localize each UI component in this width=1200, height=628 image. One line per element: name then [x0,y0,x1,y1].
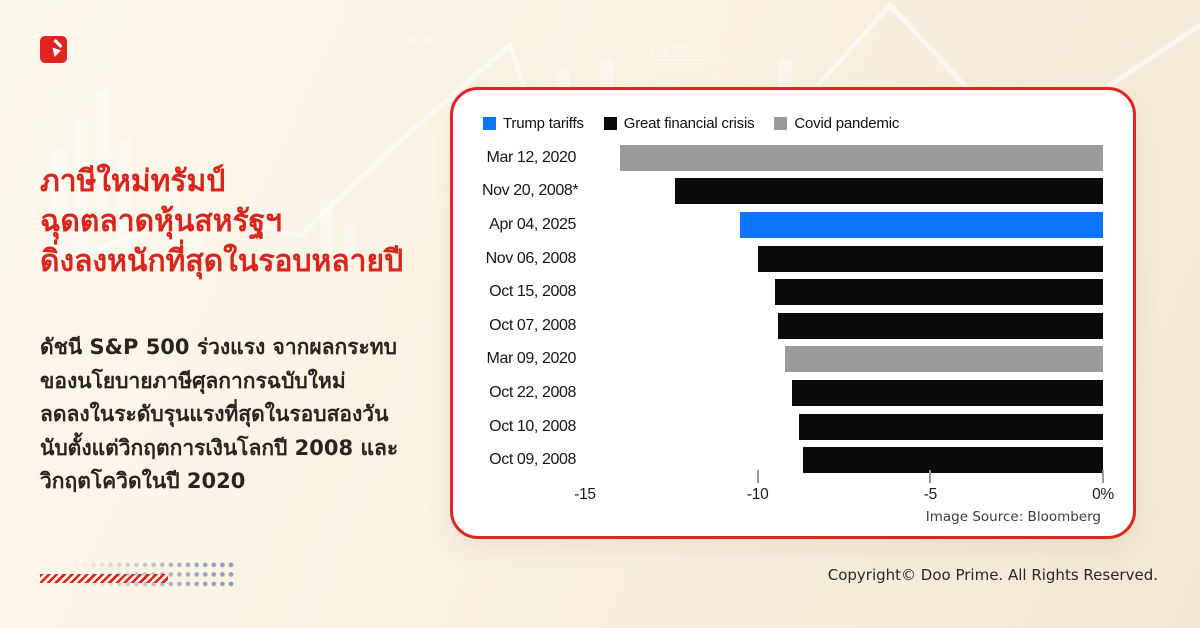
description-line: ดัชนี S&P 500 ร่วงแรง จากผลกระทบ [40,335,397,359]
bar-track [585,245,1103,272]
axis-tick-label: 0% [1092,486,1114,503]
page-title: ภาษีใหม่ทรัมป์ ฉุดตลาดหุ้นสหรัฐฯ ดิ่งลงห… [40,162,440,282]
chart-x-axis: -15 -10 -5 0% [574,470,1114,507]
bar-covid [785,346,1103,373]
axis-tick [756,470,759,483]
chart-row: Mar 09, 2020 [482,343,1103,377]
headline-line: ดิ่งลงหนักที่สุดในรอบหลายปี [40,244,404,279]
bar-gfc [774,279,1103,306]
axis-tick-label: -15 [574,486,596,503]
bar-gfc [799,413,1103,440]
legend-label: Trump tariffs [503,115,584,132]
logo-arrow-icon [52,39,63,57]
legend-item: Covid pandemic [774,115,899,132]
bar-covid [619,144,1103,171]
doo-prime-logo [40,36,67,63]
bar-date-label: Oct 07, 2008 [489,316,576,334]
bar-date-label: Nov 06, 2008 [485,249,577,267]
image-source-credit: Image Source: Bloomberg [925,509,1101,525]
legend-swatch-covid [774,117,788,130]
watermark-figure: 76,180 [400,33,440,48]
bar-date-label: Nov 20, 2008* [482,182,579,200]
bar-track [585,379,1103,406]
bar-track [585,413,1103,440]
bar-track [585,178,1103,205]
bar-track [585,279,1103,306]
bar-track [585,312,1103,339]
headline-line: ภาษีใหม่ทรัมป์ [40,164,226,199]
headline-line: ฉุดตลาดหุ้นสหรัฐฯ [40,204,282,239]
axis-tick-label: -10 [746,486,769,503]
legend-label: Covid pandemic [794,115,900,132]
axis-tick-label: -5 [923,486,937,503]
legend-swatch-trump [483,117,496,130]
bar-date-label: Oct 15, 2008 [489,283,576,301]
chart-row: Oct 07, 2008 [482,309,1103,343]
bar-gfc [792,379,1103,406]
bar-date-label: Mar 12, 2020 [486,148,577,166]
bar-track [585,346,1103,373]
chart-row: Oct 09, 2008 [482,443,1103,477]
legend-swatch-gfc [603,117,617,130]
description-line: ลดลงในระดับรุนแรงที่สุดในรอบสองวัน [40,402,389,426]
bar-track [585,144,1103,171]
description-line: ของนโยบายภาษีศุลกากรฉบับใหม่ [40,368,346,393]
bar-date-label: Oct 22, 2008 [489,383,576,401]
copyright-text: Copyright© Doo Prime. All Rights Reserve… [827,566,1158,584]
chart-row: Oct 15, 2008 [482,275,1103,309]
chart-row: Nov 06, 2008 [482,242,1103,276]
bar-gfc [674,178,1103,205]
axis-tick [929,470,932,483]
legend-label: Great financial crisis [623,115,755,132]
legend-item: Great financial crisis [603,115,755,132]
bar-track [585,211,1103,238]
chart-row: Nov 20, 2008* [482,175,1103,209]
chart-row: Mar 12, 2020 [482,141,1103,175]
watermark-figure: 186,53 [648,43,688,58]
bar-trump [740,211,1103,238]
description-line: วิกฤตโควิดในปี 2020 [40,469,246,493]
chart-row: Apr 04, 2025 [482,208,1103,242]
legend-item: Trump tariffs [483,115,584,132]
description-text: ดัชนี S&P 500 ร่วงแรง จากผลกระทบ ของนโยบ… [40,331,450,499]
bar-gfc [802,447,1103,474]
chart-row: Oct 22, 2008 [482,376,1103,410]
bar-gfc [757,245,1103,272]
bar-date-label: Mar 09, 2020 [486,350,577,368]
bar-date-label: Oct 10, 2008 [489,417,576,435]
bar-track [585,447,1103,474]
red-hatch-bar-decoration [40,574,168,583]
bar-gfc [778,312,1103,339]
chart-rows: Mar 12, 2020 Nov 20, 2008* Apr 04, 2025 Nov… [482,141,1103,477]
chart-row: Oct 10, 2008 [482,410,1103,444]
bar-date-label: Apr 04, 2025 [489,215,576,233]
axis-tick [1102,470,1104,483]
description-line: นับตั้งแต่วิกฤตการเงินโลกปี 2008 และ [40,435,399,460]
chart-legend: Trump tariffs Great financial crisis Covid… [483,115,899,132]
bar-date-label: Oct 09, 2008 [489,451,576,469]
chart-card: Trump tariffs Great financial crisis Covid… [450,87,1136,539]
